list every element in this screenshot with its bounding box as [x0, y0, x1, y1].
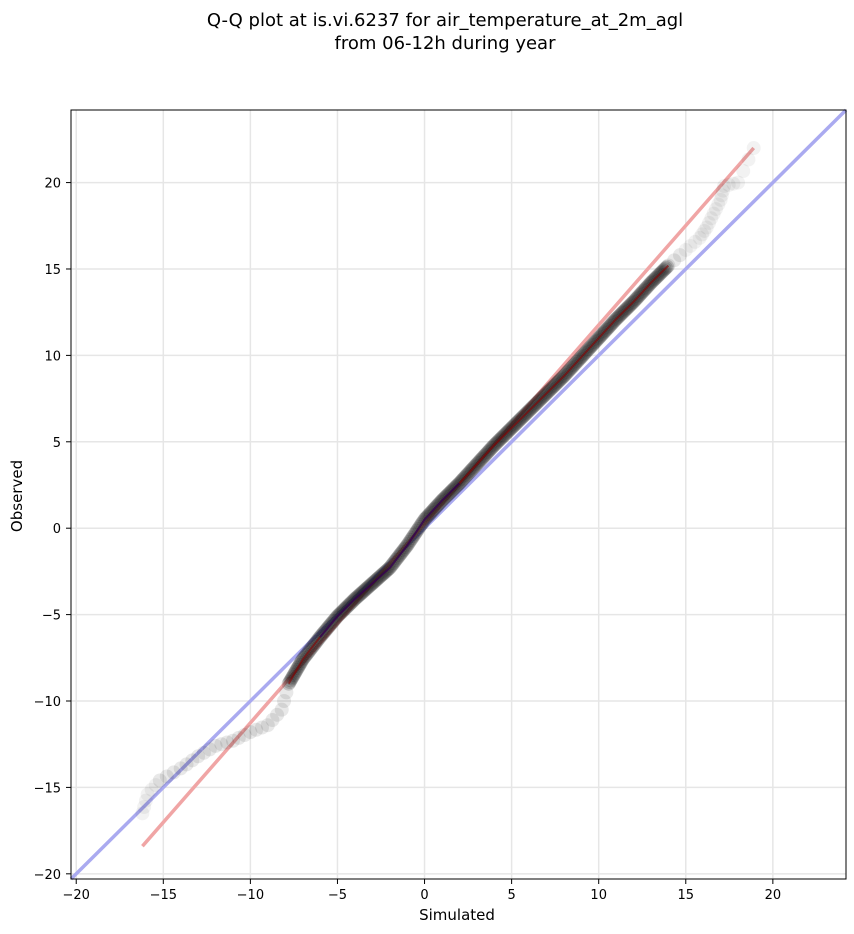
- x-tick-label-5: 5: [507, 888, 515, 903]
- quantile-point-359: [731, 175, 746, 190]
- quantile-point-343: [688, 234, 703, 249]
- quantile-point-346: [697, 223, 712, 238]
- quantile-point-3: [140, 787, 155, 802]
- identity-line: [69, 108, 848, 881]
- quantile-point-5: [148, 778, 163, 793]
- quantile-point-351: [708, 202, 723, 217]
- x-tick-label-0: −20: [63, 888, 90, 903]
- quantile-point-10: [179, 757, 194, 772]
- quantile-point-23: [254, 720, 269, 735]
- quantile-point-21: [243, 725, 258, 740]
- x-tick-label-1: −15: [150, 888, 177, 903]
- y-tick-label-8: 20: [44, 177, 61, 192]
- quantile-point-15: [208, 738, 223, 753]
- quantile-points: [135, 141, 761, 821]
- quantile-point-16: [214, 737, 229, 752]
- quantile-point-24: [260, 718, 275, 733]
- quantile-point-356: [717, 179, 732, 194]
- quantile-point-11: [185, 753, 200, 768]
- x-tick-label-4: 0: [420, 888, 428, 903]
- quantile-point-0: [135, 806, 150, 821]
- quantile-point-354: [714, 188, 729, 203]
- quantile-point-347: [699, 220, 714, 235]
- y-tick-label-0: −20: [34, 868, 61, 883]
- quantile-point-341: [678, 242, 693, 257]
- chart-title-line-2: from 06-12h during year: [335, 33, 557, 54]
- chart-title-line-1: Q-Q plot at is.vi.6237 for air_temperatu…: [207, 10, 683, 31]
- quantile-point-12: [191, 749, 206, 764]
- quantile-point-344: [692, 230, 707, 245]
- quantile-point-342: [683, 238, 698, 253]
- y-tick-label-7: 15: [44, 263, 61, 278]
- x-tick-label-8: 20: [765, 888, 782, 903]
- quantile-point-349: [704, 211, 719, 226]
- quantile-point-361: [741, 152, 756, 167]
- quantile-point-27: [274, 702, 289, 717]
- quantile-point-358: [726, 176, 741, 191]
- quantile-point-14: [202, 742, 217, 757]
- quantile-point-352: [711, 197, 726, 212]
- quantile-point-8: [166, 765, 181, 780]
- x-tick-label-3: −5: [328, 888, 347, 903]
- quantile-point-22: [249, 722, 264, 737]
- plot-frame: [70, 109, 847, 880]
- x-axis-label: Simulated: [419, 906, 495, 924]
- quantile-point-4: [144, 782, 159, 797]
- quantile-point-362: [746, 141, 761, 156]
- x-tick-label-6: 10: [590, 888, 607, 903]
- quantile-point-2: [138, 793, 153, 808]
- fit-line: [141, 146, 756, 848]
- grid: [71, 110, 846, 879]
- quantile-point-350: [706, 206, 721, 221]
- quantile-point-18: [225, 733, 240, 748]
- quantile-point-25: [265, 713, 280, 728]
- quantile-point-7: [159, 769, 174, 784]
- quantile-point-26: [270, 707, 285, 722]
- y-axis-label: Observed: [8, 460, 26, 532]
- y-tick-label-5: 5: [53, 436, 61, 451]
- quantile-point-19: [231, 730, 246, 745]
- quantile-point-345: [695, 227, 710, 242]
- y-tick-label-3: −5: [42, 609, 61, 624]
- y-tick-label-4: 0: [53, 522, 61, 537]
- y-tick-label-1: −15: [34, 781, 61, 796]
- quantile-point-29: [279, 685, 294, 700]
- quantile-point-340: [672, 248, 687, 263]
- quantile-point-348: [701, 215, 716, 230]
- quantile-point-13: [196, 745, 211, 760]
- quantile-point-357: [721, 177, 736, 192]
- quantile-point-353: [713, 192, 728, 207]
- quantile-point-6: [152, 773, 167, 788]
- y-tick-label-2: −10: [34, 695, 61, 710]
- quantile-point-360: [736, 164, 751, 179]
- x-tick-label-7: 15: [678, 888, 695, 903]
- quantile-point-28: [277, 694, 292, 709]
- x-tick-label-2: −10: [237, 888, 264, 903]
- reference-lines: [69, 108, 848, 881]
- quantile-point-339: [667, 253, 682, 268]
- quantile-point-1: [137, 799, 152, 814]
- quantile-point-355: [715, 183, 730, 198]
- quantile-trace-blue: [319, 482, 461, 638]
- quantile-point-9: [173, 761, 188, 776]
- y-tick-label-6: 10: [44, 349, 61, 364]
- x-axis-ticks: −20 −15 −10 −5 0 5 10 15 20: [63, 879, 782, 903]
- y-axis-ticks: −20 −15 −10 −5 0 5 10 15 20: [34, 177, 71, 883]
- quantile-point-17: [220, 735, 235, 750]
- quantile-point-20: [237, 727, 252, 742]
